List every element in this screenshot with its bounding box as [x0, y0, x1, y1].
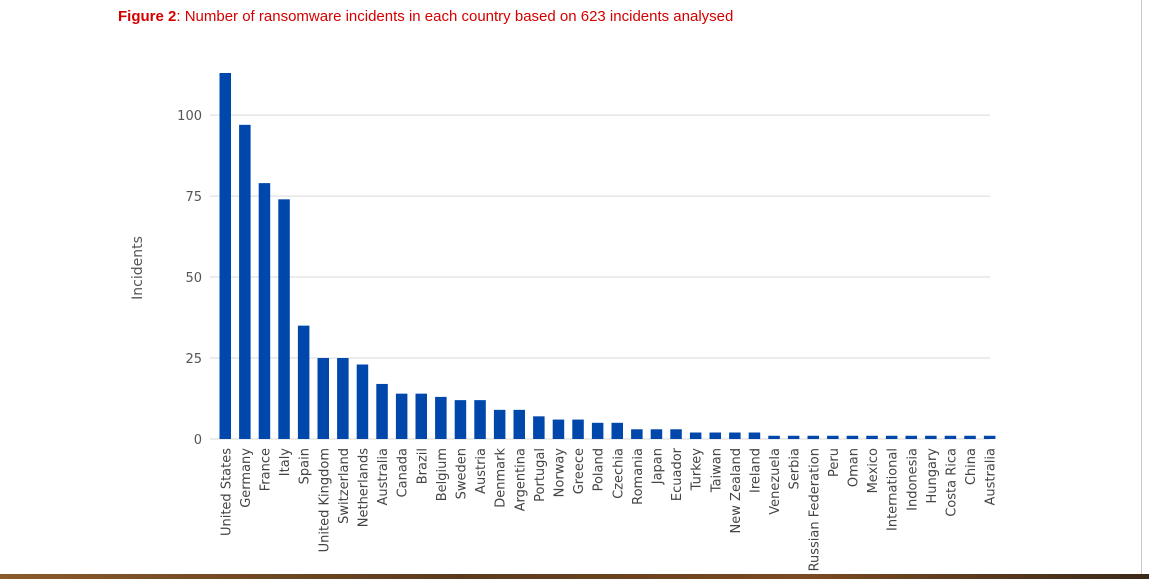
bar — [787, 435, 800, 439]
bar — [337, 358, 349, 439]
bar — [415, 393, 427, 439]
x-tick-label: Indonesia — [905, 448, 920, 511]
bar — [376, 383, 388, 439]
x-tick-label: Russian Federation — [807, 448, 822, 571]
x-tick-label: Spain — [298, 448, 313, 484]
bar — [846, 435, 859, 439]
x-tick-label: Denmark — [494, 448, 509, 508]
x-tick-label: Poland — [592, 448, 607, 491]
bar — [591, 422, 604, 439]
x-tick-label: Argentina — [513, 448, 528, 511]
x-tick-label: Greece — [572, 448, 587, 494]
x-tick-label: Belgium — [435, 448, 450, 501]
x-tick-label: Costa Rica — [944, 448, 959, 517]
x-tick-label: Norway — [552, 448, 567, 498]
bar — [905, 435, 917, 439]
x-tick-label: Czechia — [611, 448, 626, 499]
bar — [709, 432, 721, 439]
bar — [219, 73, 231, 439]
bar — [258, 183, 271, 439]
bar — [297, 325, 310, 439]
bar — [356, 364, 369, 439]
bar — [689, 432, 702, 439]
bar — [807, 435, 819, 439]
x-tick-label: United States — [219, 448, 234, 536]
bar — [395, 393, 408, 439]
bar — [611, 422, 623, 439]
y-tick-labels: 0 25 50 75 100 — [177, 109, 202, 448]
x-tick-label: Serbia — [788, 448, 803, 489]
page-edge — [1141, 0, 1142, 574]
bars — [219, 73, 996, 440]
y-tick-label: 50 — [185, 271, 202, 286]
x-tick-label: Sweden — [454, 448, 469, 499]
x-tick-label: Germany — [239, 448, 254, 508]
x-tick-label: Turkey — [690, 448, 705, 492]
bar — [317, 358, 329, 439]
y-tick-label: 75 — [185, 190, 202, 205]
bar — [513, 409, 525, 439]
bar — [885, 435, 898, 439]
bar — [729, 432, 741, 439]
bar — [552, 419, 565, 439]
x-tick-label: Switzerland — [337, 448, 352, 524]
bar — [533, 416, 545, 439]
x-tick-label: Netherlands — [356, 448, 371, 527]
x-tick-label: New Zealand — [729, 448, 744, 533]
window-bottom-bar — [0, 574, 1149, 579]
bar — [925, 435, 937, 439]
bar — [493, 409, 506, 439]
x-tick-label: Oman — [846, 448, 861, 487]
x-tick-label: Romania — [631, 448, 646, 505]
x-tick-label: Hungary — [925, 448, 940, 504]
bar — [964, 435, 976, 439]
x-tick-labels: United States Germany France Italy Spain Unit… — [219, 447, 998, 571]
x-tick-label: Mexico — [866, 448, 881, 493]
x-tick-label: United Kingdom — [317, 448, 332, 552]
x-tick-label: Australia — [376, 448, 391, 506]
x-tick-label: Italy — [278, 448, 293, 477]
x-tick-label: China — [964, 448, 979, 485]
figure-label: Figure 2 — [118, 8, 177, 25]
x-tick-label: Taiwan — [709, 448, 724, 493]
x-tick-label: Ecuador — [670, 447, 685, 501]
bar — [650, 429, 663, 439]
bar — [454, 400, 467, 439]
bar — [944, 435, 957, 439]
bar — [239, 124, 251, 440]
bar — [278, 199, 290, 439]
figure-caption-text: : Number of ransomware incidents in each… — [176, 8, 734, 25]
bar — [474, 400, 486, 439]
y-tick-label: 0 — [194, 433, 202, 448]
x-tick-label: Austria — [474, 448, 489, 494]
x-tick-label: France — [258, 448, 273, 491]
x-tick-label: Japan — [650, 448, 665, 485]
x-tick-label: Venezuela — [768, 448, 783, 515]
x-tick-label: Ireland — [748, 448, 763, 493]
bar — [670, 429, 682, 439]
x-tick-label: Australia — [984, 448, 999, 506]
figure-caption: Figure 2: Number of ransomware incidents… — [118, 8, 733, 25]
bar — [768, 435, 780, 439]
bar — [631, 429, 643, 439]
bar — [435, 396, 447, 439]
bar — [827, 435, 839, 439]
bar — [983, 435, 996, 439]
x-tick-label: Portugal — [533, 448, 548, 502]
x-tick-label: Peru — [827, 448, 842, 477]
x-tick-label: Brazil — [415, 448, 430, 484]
bar — [748, 432, 761, 439]
y-tick-label: 25 — [185, 352, 202, 367]
y-tick-label: 100 — [177, 109, 202, 124]
bar — [866, 435, 878, 439]
bar — [572, 419, 584, 439]
x-tick-label: International — [886, 448, 901, 531]
x-tick-label: Canada — [396, 448, 411, 497]
y-axis-label: Incidents — [130, 236, 146, 300]
